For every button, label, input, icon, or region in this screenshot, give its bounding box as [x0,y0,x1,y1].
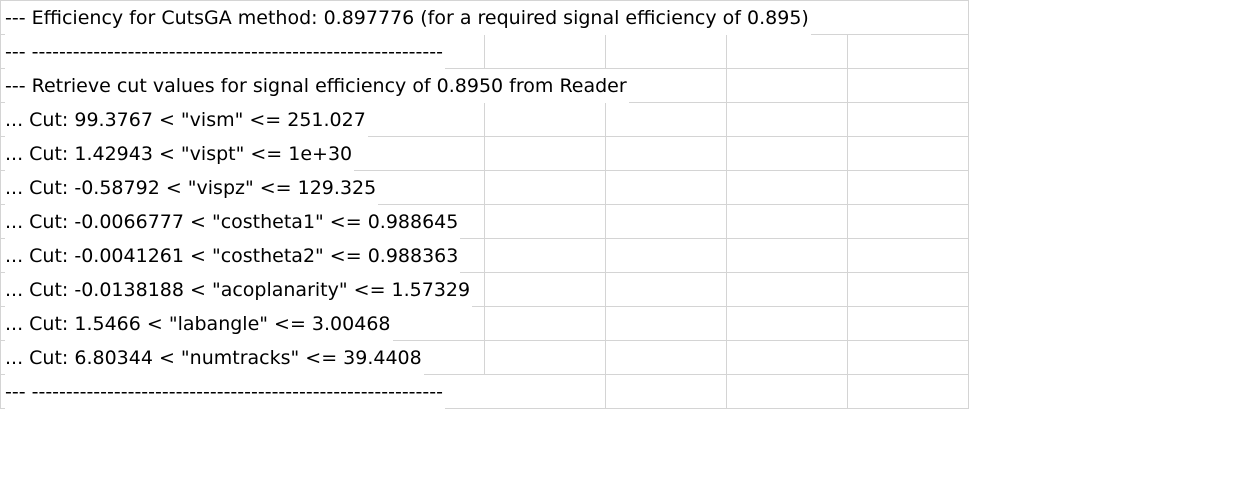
grid-line [0,0,1,409]
grid-line [847,34,848,409]
cell-cut-labangle[interactable]: ... Cut: 1.5466 < "labangle" <= 3.00468 [5,307,393,341]
cell-retrieve-cut-values[interactable]: --- Retrieve cut values for signal effic… [5,69,629,103]
cell-cut-acoplanarity[interactable]: ... Cut: -0.0138188 < "acoplanarity" <= … [5,273,473,307]
cell-separator[interactable]: --- ------------------------------------… [5,35,445,69]
grid-line [0,0,969,1]
grid-line [0,408,969,409]
spreadsheet-grid: --- Efficiency for CutsGA method: 0.8977… [0,0,969,409]
cell-cut-numtracks[interactable]: ... Cut: 6.80344 < "numtracks" <= 39.440… [5,341,424,375]
grid-line [484,102,485,374]
cell-cut-costheta2[interactable]: ... Cut: -0.0041261 < "costheta2" <= 0.9… [5,239,461,273]
cell-cut-vism[interactable]: ... Cut: 99.3767 < "vism" <= 251.027 [5,103,368,137]
grid-line [0,68,969,69]
cell-cut-costheta1[interactable]: ... Cut: -0.0066777 < "costheta1" <= 0.9… [5,205,461,239]
cell-cut-vispz[interactable]: ... Cut: -0.58792 < "vispz" <= 129.325 [5,171,379,205]
grid-line [726,34,727,409]
cell-efficiency-summary[interactable]: --- Efficiency for CutsGA method: 0.8977… [5,1,811,35]
cell-cut-vispt[interactable]: ... Cut: 1.42943 < "vispt" <= 1e+30 [5,137,355,171]
grid-line [605,34,606,409]
cell-separator[interactable]: --- ------------------------------------… [5,375,445,409]
grid-line [484,34,485,68]
grid-line [968,0,969,409]
grid-line [0,374,969,375]
